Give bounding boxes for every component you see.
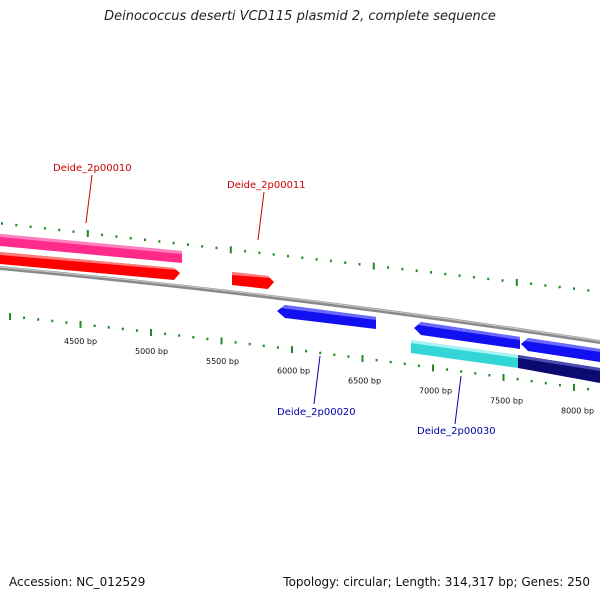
gene-label-deide-2p00011[interactable]: Deide_2p00011 [227,180,306,191]
outer-tick-track [1,222,590,292]
scale-label: 7500 bp [490,396,523,405]
gene-deide-2p00011[interactable] [232,272,274,289]
label-leader-deide-2p00011 [257,191,265,241]
scale-labels: 4500 bp 5000 bp 5500 bp 6000 bp 6500 bp 7000 … [64,337,594,415]
gene-label-deide-2p00020[interactable]: Deide_2p00020 [277,407,356,418]
gene-blue-3[interactable] [521,338,600,362]
scale-label: 5000 bp [135,347,168,356]
gene-label-deide-2p00030[interactable]: Deide_2p00030 [417,426,496,437]
gene-label-deide-2p00010[interactable]: Deide_2p00010 [53,163,132,174]
scale-label: 5500 bp [206,357,239,366]
scale-label: 7000 bp [419,387,452,396]
label-leader-deide-2p00010 [85,174,93,224]
page-title: Deinococcus deserti VCD115 plasmid 2, co… [104,9,496,24]
accession-label: Accession: NC_012529 [9,575,146,589]
gene-deide-2p00010[interactable] [0,234,182,263]
scale-label: 6500 bp [348,377,381,386]
scale-label: 6000 bp [277,367,310,376]
gene-red-1[interactable] [0,252,180,280]
gene-blue-2[interactable] [414,322,520,349]
scale-label: 8000 bp [561,406,594,415]
scale-label: 4500 bp [64,337,97,346]
inner-tick-track [9,313,590,391]
label-leader-deide-2p00030 [454,375,462,425]
label-leader-deide-2p00020 [313,355,321,405]
sequence-summary: Topology: circular; Length: 314,317 bp; … [283,575,590,589]
plasmid-backbone-highlight [0,266,600,342]
gene-navy-1[interactable] [518,355,600,383]
gene-deide-2p00030[interactable] [411,340,518,368]
plasmid-backbone [0,266,600,344]
gene-deide-2p00020[interactable] [277,305,376,329]
